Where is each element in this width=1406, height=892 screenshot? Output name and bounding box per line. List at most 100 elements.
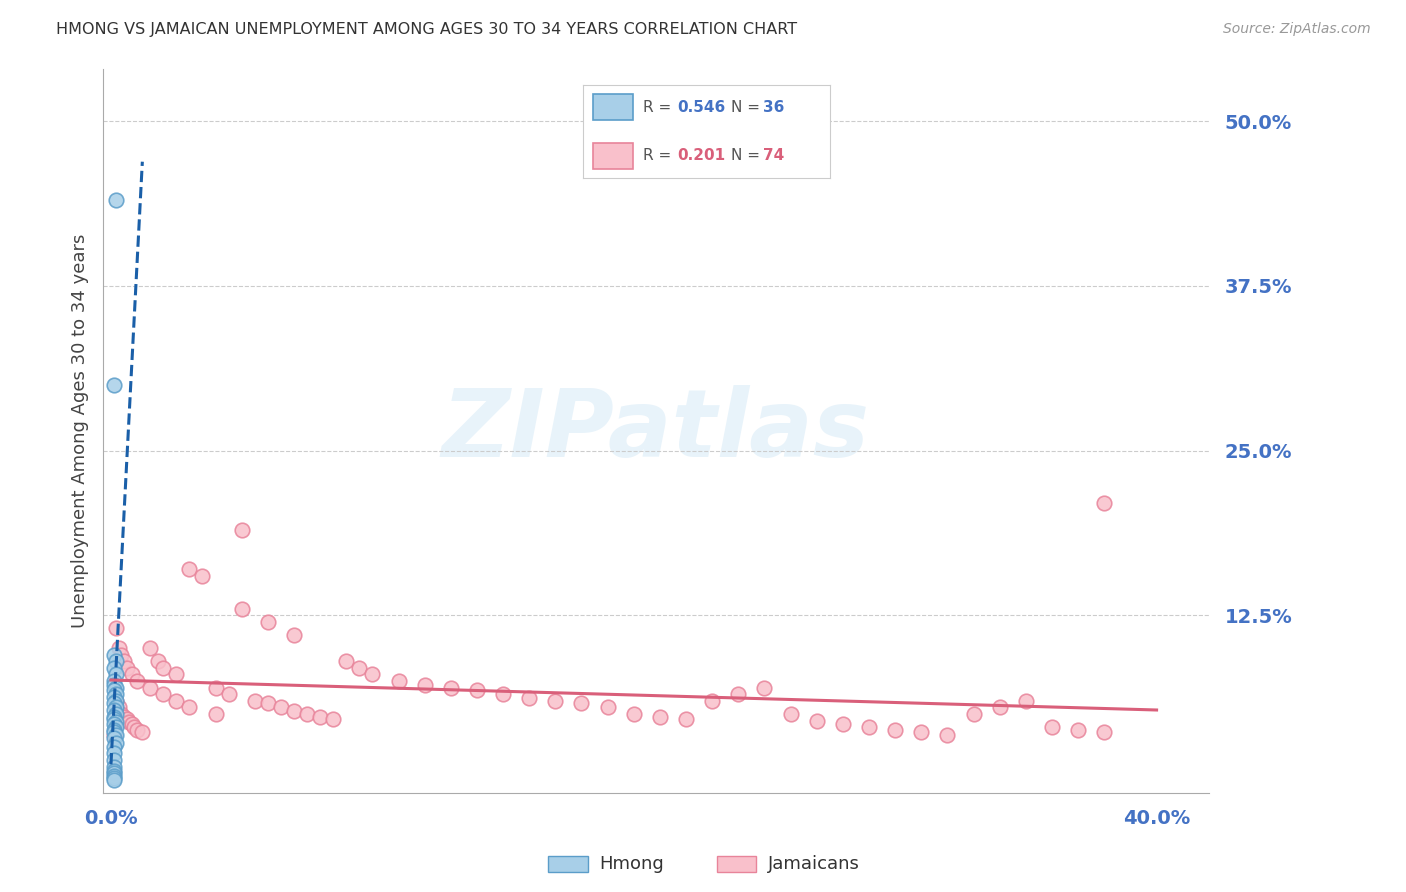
Point: [105, 714, 128, 729]
Point: [103, 690, 125, 704]
Point: [108, 700, 131, 714]
FancyBboxPatch shape: [593, 143, 633, 169]
Point: [127, 673, 149, 688]
Point: [103, 731, 125, 745]
Point: [103, 769, 125, 783]
Point: [124, 720, 146, 734]
Point: [858, 720, 880, 734]
Point: [884, 723, 907, 737]
Point: [103, 747, 125, 761]
Point: [179, 562, 201, 576]
Point: [103, 764, 125, 778]
Point: [309, 709, 332, 723]
Point: [103, 725, 125, 739]
Point: [103, 712, 125, 726]
Point: [103, 709, 125, 723]
Point: [936, 728, 959, 742]
Point: [105, 736, 128, 750]
Point: [105, 720, 128, 734]
Point: [165, 694, 187, 708]
Point: [103, 728, 125, 742]
Point: [988, 700, 1011, 714]
Point: [103, 703, 125, 717]
Point: [231, 601, 253, 615]
Point: [349, 661, 371, 675]
Point: [283, 628, 305, 642]
Point: [146, 654, 169, 668]
Point: [335, 654, 357, 668]
Text: HMONG VS JAMAICAN UNEMPLOYMENT AMONG AGES 30 TO 34 YEARS CORRELATION CHART: HMONG VS JAMAICAN UNEMPLOYMENT AMONG AGE…: [56, 22, 797, 37]
Point: [118, 714, 141, 729]
Point: [103, 678, 125, 692]
Point: [295, 706, 318, 721]
Point: [492, 687, 515, 701]
Point: [103, 683, 125, 698]
Point: [105, 706, 128, 721]
Point: [1040, 720, 1063, 734]
Point: [112, 709, 135, 723]
Point: [103, 739, 125, 754]
Point: [105, 654, 128, 668]
Point: [440, 681, 463, 695]
Point: [831, 717, 853, 731]
Point: [204, 706, 226, 721]
Text: 74: 74: [763, 148, 785, 163]
Point: [105, 621, 128, 635]
Point: [103, 759, 125, 773]
Point: [517, 691, 540, 706]
Point: [165, 667, 187, 681]
Point: [910, 725, 932, 739]
Text: N =: N =: [731, 148, 765, 163]
Point: [648, 709, 671, 723]
Point: [103, 772, 125, 787]
Point: [218, 687, 240, 701]
Point: [103, 377, 125, 392]
Point: [1067, 723, 1090, 737]
Text: Jamaicans: Jamaicans: [768, 855, 859, 873]
Text: N =: N =: [731, 100, 765, 115]
Point: [110, 648, 132, 662]
Point: [204, 681, 226, 695]
Point: [105, 694, 128, 708]
Point: [103, 723, 125, 737]
Point: [256, 697, 278, 711]
Point: [322, 712, 344, 726]
Point: [675, 712, 697, 726]
Point: [571, 697, 593, 711]
Point: [191, 568, 214, 582]
Point: [152, 661, 174, 675]
Point: [103, 753, 125, 767]
Point: [103, 648, 125, 662]
Point: [110, 706, 132, 721]
Point: [702, 694, 724, 708]
Point: [231, 523, 253, 537]
Point: [256, 615, 278, 629]
Point: [127, 723, 149, 737]
Point: [103, 766, 125, 780]
Point: [108, 641, 131, 656]
Point: [105, 700, 128, 714]
Point: [112, 654, 135, 668]
Point: [1015, 694, 1038, 708]
Point: [727, 687, 749, 701]
Point: [139, 641, 162, 656]
Point: [139, 681, 162, 695]
Text: ZIPatlas: ZIPatlas: [441, 384, 870, 476]
Y-axis label: Unemployment Among Ages 30 to 34 years: Unemployment Among Ages 30 to 34 years: [72, 234, 89, 628]
Point: [121, 667, 143, 681]
Point: [105, 728, 128, 742]
Point: [131, 725, 153, 739]
Point: [270, 700, 292, 714]
Text: 0.546: 0.546: [678, 100, 725, 115]
FancyBboxPatch shape: [593, 95, 633, 120]
Point: [544, 694, 567, 708]
Text: Source: ZipAtlas.com: Source: ZipAtlas.com: [1223, 22, 1371, 37]
Text: 0.201: 0.201: [678, 148, 725, 163]
Point: [623, 706, 645, 721]
Point: [283, 704, 305, 718]
Point: [105, 667, 128, 681]
Point: [121, 717, 143, 731]
Point: [105, 687, 128, 701]
Point: [465, 683, 488, 698]
Point: [179, 700, 201, 714]
